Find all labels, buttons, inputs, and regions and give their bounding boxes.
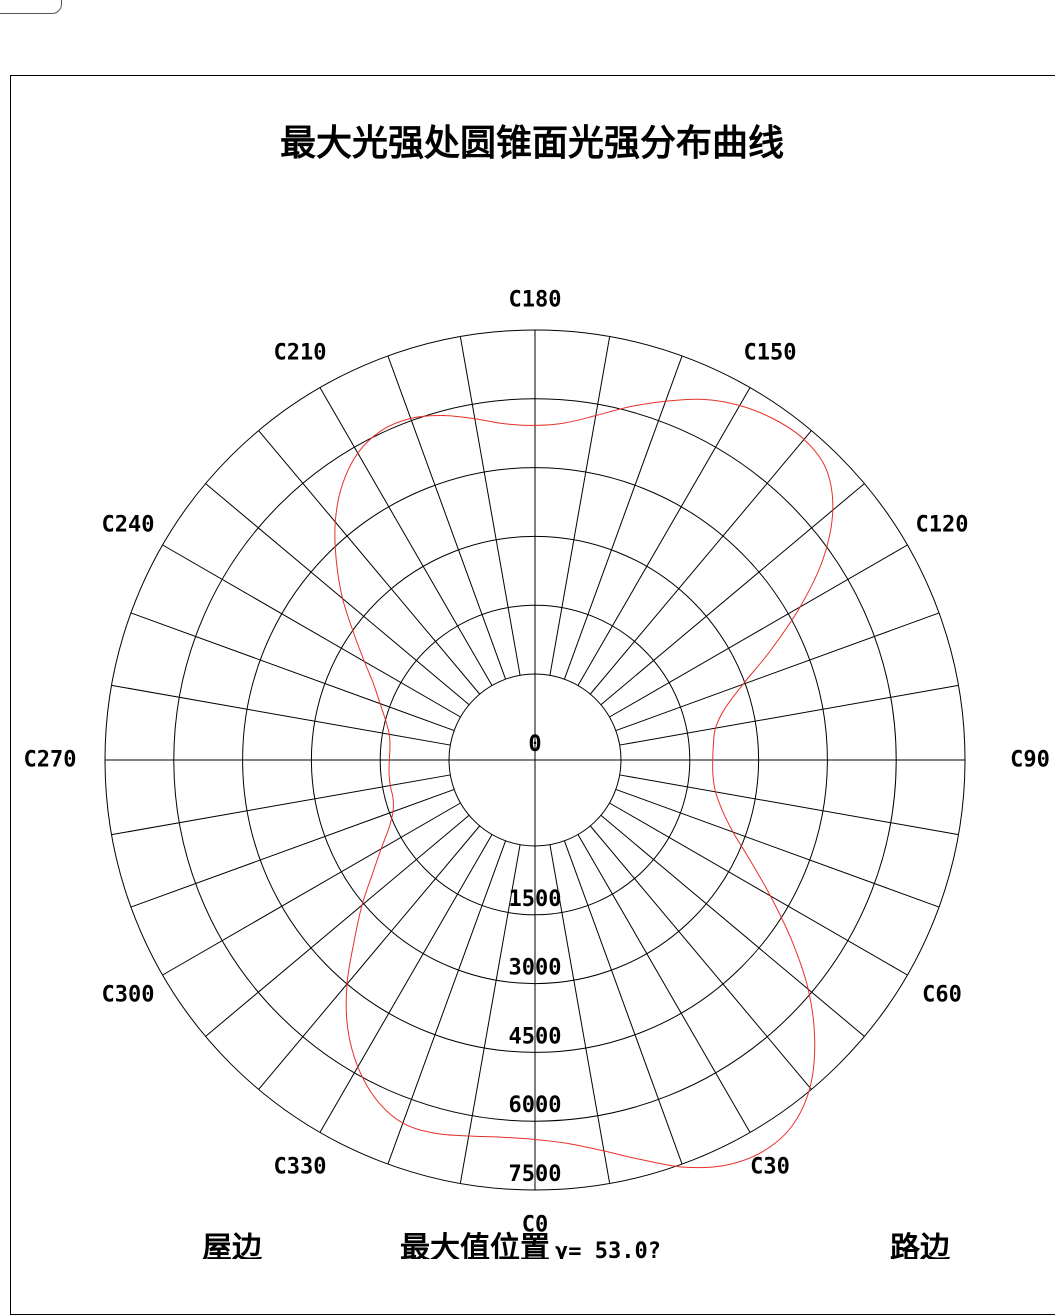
- grid-spoke-160: [563, 355, 683, 680]
- grid-spoke-100: [619, 684, 959, 746]
- radial-tick-6000: 6000: [509, 1093, 562, 1118]
- radial-tick-7500: 7500: [509, 1162, 562, 1187]
- grid-spoke-10: [549, 844, 611, 1184]
- grid-spoke-260: [111, 684, 451, 746]
- grid-spoke-80: [619, 774, 959, 836]
- grid-spoke-170: [549, 336, 611, 676]
- grid-spoke-190: [459, 336, 521, 676]
- grid-spoke-130: [600, 483, 865, 706]
- intensity-curve: [334, 398, 834, 1169]
- grid-spoke-340: [387, 840, 507, 1165]
- grid-spoke-30: [577, 834, 751, 1133]
- angle-label-C330: C330: [274, 1155, 327, 1180]
- grid-spoke-320: [258, 825, 481, 1090]
- angle-label-C90: C90: [1010, 748, 1050, 773]
- grid-spoke-200: [387, 355, 507, 680]
- angle-label-C300: C300: [101, 983, 154, 1008]
- angle-label-C240: C240: [101, 513, 154, 538]
- grid-spoke-350: [459, 844, 521, 1184]
- window-tab: [0, 0, 62, 14]
- grid-spoke-20: [563, 840, 683, 1165]
- grid-spoke-300: [162, 802, 461, 976]
- grid-spoke-250: [130, 612, 455, 732]
- angle-label-C210: C210: [274, 340, 327, 365]
- angle-label-C60: C60: [922, 983, 962, 1008]
- grid-spoke-280: [111, 774, 451, 836]
- chart-title: 最大光强处圆锥面光强分布曲线: [280, 123, 784, 164]
- angle-label-C270: C270: [24, 748, 77, 773]
- polar-grid: [104, 329, 966, 1191]
- grid-spoke-220: [258, 430, 481, 695]
- footer-right-label: 路边: [890, 1231, 951, 1259]
- grid-spoke-110: [615, 612, 940, 732]
- grid-spoke-290: [130, 788, 455, 908]
- radial-tick-1500: 1500: [509, 887, 562, 912]
- grid-spoke-70: [615, 788, 940, 908]
- angle-label-C180: C180: [509, 288, 562, 313]
- radial-tick-0: 0: [528, 732, 541, 757]
- footer-left-label: 屋边: [202, 1231, 263, 1259]
- grid-spoke-40: [589, 825, 812, 1090]
- radial-tick-3000: 3000: [509, 956, 562, 981]
- footer-max-position-label: 最大值位置: [400, 1231, 550, 1259]
- grid-spoke-150: [577, 387, 751, 686]
- footer-max-position-value: γ= 53.0?: [555, 1239, 661, 1259]
- angle-label-C120: C120: [916, 513, 969, 538]
- grid-spoke-120: [609, 544, 908, 718]
- angle-labels: C180 C150 C210 C120 C240 C90 C270 C60 C300 C30 C33…: [24, 288, 1050, 1238]
- grid-spoke-210: [319, 387, 493, 686]
- grid-spoke-140: [589, 430, 812, 695]
- grid-spoke-240: [162, 544, 461, 718]
- grid-spoke-330: [319, 834, 493, 1133]
- grid-spoke-310: [205, 814, 470, 1037]
- radial-tick-labels: 0 1500 3000 4500 6000 7500: [509, 732, 562, 1187]
- series-line-0: [334, 398, 834, 1169]
- angle-label-C30: C30: [750, 1155, 790, 1180]
- grid-spoke-50: [600, 814, 865, 1037]
- polar-chart: 最大光强处圆锥面光强分布曲线 0 1500 3000 4500 6000 7500 C18…: [24, 123, 1050, 1259]
- grid-spoke-60: [609, 802, 908, 976]
- angle-label-C0: C0: [522, 1213, 549, 1238]
- angle-label-C150: C150: [744, 340, 797, 365]
- radial-tick-4500: 4500: [509, 1024, 562, 1049]
- grid-spoke-230: [205, 483, 470, 706]
